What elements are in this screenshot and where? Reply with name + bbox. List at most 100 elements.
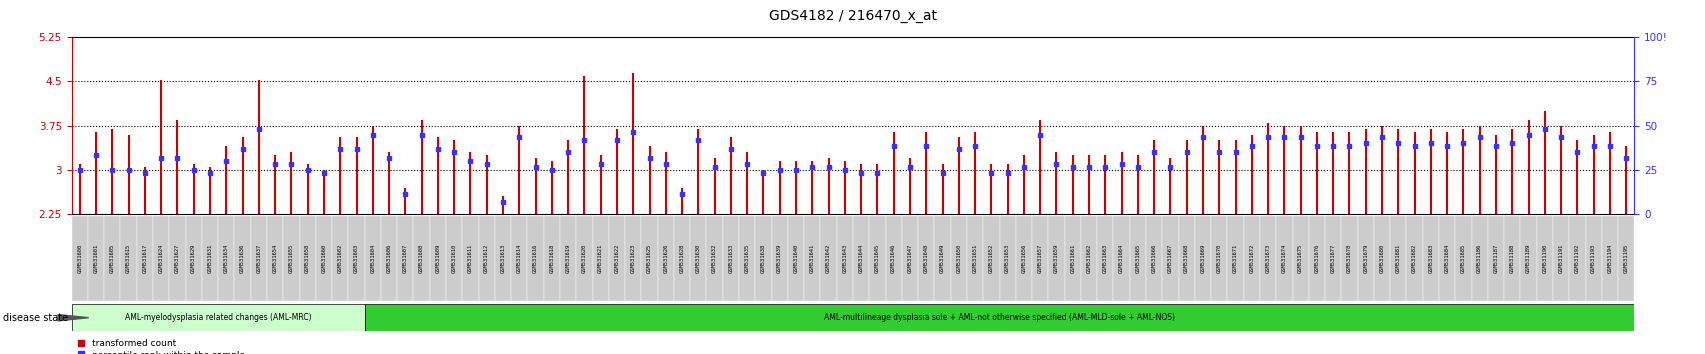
Bar xyxy=(803,216,820,301)
Text: GSM531671: GSM531671 xyxy=(1233,244,1238,273)
Text: GSM531644: GSM531644 xyxy=(858,244,863,273)
Text: GSM531189: GSM531189 xyxy=(1526,244,1529,273)
Text: GSM531636: GSM531636 xyxy=(240,244,246,273)
Text: GSM531625: GSM531625 xyxy=(646,244,651,273)
Text: GSM531650: GSM531650 xyxy=(957,244,960,273)
Bar xyxy=(1064,216,1081,301)
Text: disease state: disease state xyxy=(3,313,68,323)
Bar xyxy=(885,216,902,301)
Text: GSM531676: GSM531676 xyxy=(1313,244,1318,273)
Bar xyxy=(527,216,544,301)
Text: GSM531633: GSM531633 xyxy=(728,244,733,273)
Text: GSM531648: GSM531648 xyxy=(922,244,928,273)
Text: GSM531640: GSM531640 xyxy=(793,244,798,273)
Text: GSM531666: GSM531666 xyxy=(1151,244,1156,273)
Bar xyxy=(1616,216,1633,301)
Bar xyxy=(413,216,430,301)
Text: GDS4182 / 216470_x_at: GDS4182 / 216470_x_at xyxy=(769,9,936,23)
Bar xyxy=(348,216,365,301)
Bar xyxy=(72,304,365,331)
Bar xyxy=(1569,216,1584,301)
Bar xyxy=(1178,216,1194,301)
Text: GSM531603: GSM531603 xyxy=(355,244,358,273)
Bar xyxy=(1454,216,1471,301)
Text: GSM531621: GSM531621 xyxy=(598,244,604,273)
Text: GSM531674: GSM531674 xyxy=(1280,244,1286,273)
Bar xyxy=(624,216,641,301)
Text: GSM531659: GSM531659 xyxy=(1054,244,1059,273)
Text: GSM531630: GSM531630 xyxy=(696,244,701,273)
Bar xyxy=(169,216,186,301)
Text: GSM531187: GSM531187 xyxy=(1492,244,1497,273)
Text: GSM531604: GSM531604 xyxy=(370,244,375,273)
Bar xyxy=(1536,216,1552,301)
Bar xyxy=(835,216,852,301)
Text: GSM531664: GSM531664 xyxy=(1118,244,1124,273)
Text: GSM531612: GSM531612 xyxy=(484,244,489,273)
Text: GSM531190: GSM531190 xyxy=(1541,244,1546,273)
Text: GSM531627: GSM531627 xyxy=(176,244,179,273)
Bar xyxy=(494,216,512,301)
Bar xyxy=(89,216,104,301)
Bar xyxy=(430,216,445,301)
Bar xyxy=(1129,216,1146,301)
Text: GSM531609: GSM531609 xyxy=(435,244,440,273)
Text: GSM531678: GSM531678 xyxy=(1347,244,1350,273)
Bar xyxy=(870,216,885,301)
Bar xyxy=(934,216,950,301)
Bar xyxy=(136,216,153,301)
Text: GSM531631: GSM531631 xyxy=(208,244,213,273)
Text: GSM531661: GSM531661 xyxy=(1069,244,1074,273)
Bar xyxy=(723,216,738,301)
Text: GSM531639: GSM531639 xyxy=(777,244,783,273)
Bar xyxy=(104,216,121,301)
Text: GSM531647: GSM531647 xyxy=(907,244,912,273)
Bar xyxy=(1161,216,1178,301)
Text: GSM531643: GSM531643 xyxy=(842,244,847,273)
Bar xyxy=(1390,216,1405,301)
Bar xyxy=(1308,216,1325,301)
Text: GSM531615: GSM531615 xyxy=(126,244,131,273)
Bar xyxy=(544,216,559,301)
Text: GSM531642: GSM531642 xyxy=(825,244,830,273)
Text: GSM531634: GSM531634 xyxy=(223,244,228,273)
Bar xyxy=(1113,216,1129,301)
Bar xyxy=(1437,216,1454,301)
Text: GSM531683: GSM531683 xyxy=(1427,244,1432,273)
Text: GSM531628: GSM531628 xyxy=(679,244,684,273)
Text: GSM531654: GSM531654 xyxy=(273,244,278,273)
Bar xyxy=(1340,216,1357,301)
Text: GSM531192: GSM531192 xyxy=(1574,244,1579,273)
Text: GSM531641: GSM531641 xyxy=(810,244,815,273)
Bar xyxy=(1373,216,1390,301)
Bar xyxy=(300,216,315,301)
Bar xyxy=(771,216,788,301)
Text: GSM531685: GSM531685 xyxy=(1459,244,1465,273)
Text: GSM531652: GSM531652 xyxy=(989,244,994,273)
Text: GSM531623: GSM531623 xyxy=(631,244,636,273)
Bar xyxy=(1096,216,1113,301)
Bar xyxy=(691,216,706,301)
Bar xyxy=(738,216,755,301)
Bar xyxy=(397,216,413,301)
Bar xyxy=(153,216,169,301)
Text: GSM531662: GSM531662 xyxy=(1086,244,1091,273)
Bar xyxy=(706,216,723,301)
Bar xyxy=(1292,216,1308,301)
Text: GSM531670: GSM531670 xyxy=(1216,244,1221,273)
Legend: transformed count, percentile rank within the sample: transformed count, percentile rank withi… xyxy=(77,339,246,354)
Bar xyxy=(1519,216,1536,301)
Bar xyxy=(479,216,494,301)
Bar xyxy=(1146,216,1161,301)
Text: GSM531665: GSM531665 xyxy=(1136,244,1139,273)
Text: GSM531632: GSM531632 xyxy=(711,244,716,273)
Bar xyxy=(576,216,592,301)
Text: GSM531637: GSM531637 xyxy=(256,244,261,273)
Bar xyxy=(1601,216,1616,301)
Text: GSM531186: GSM531186 xyxy=(1477,244,1482,273)
Text: GSM531600: GSM531600 xyxy=(77,244,82,273)
Text: GSM531656: GSM531656 xyxy=(1021,244,1026,273)
Text: GSM531669: GSM531669 xyxy=(1200,244,1205,273)
Text: GSM531679: GSM531679 xyxy=(1362,244,1367,273)
Text: GSM531624: GSM531624 xyxy=(159,244,164,273)
